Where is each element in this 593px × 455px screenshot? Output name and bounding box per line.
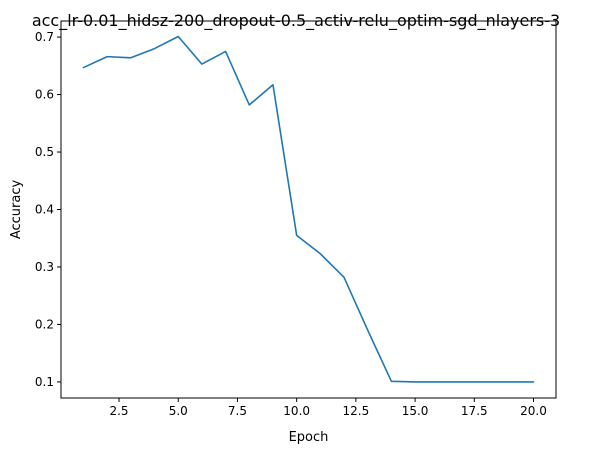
x-tick-label: 20.0	[520, 404, 547, 418]
plot-series	[82, 35, 535, 383]
plot-frame	[60, 20, 557, 399]
series-line-accuracy	[82, 35, 535, 383]
x-tick-label: 10.0	[283, 404, 310, 418]
y-tick-label: 0.6	[35, 88, 54, 102]
y-tick-label: 0.7	[35, 30, 54, 44]
y-axis: 0.1 0.2 0.3 0.4 0.5 0.6 0.7	[35, 30, 61, 389]
x-tick-label: 12.5	[343, 404, 370, 418]
y-axis-label: Accuracy	[9, 180, 24, 240]
x-tick-label: 5.0	[169, 404, 188, 418]
y-tick-label: 0.1	[35, 375, 54, 389]
x-tick-label: 2.5	[109, 404, 128, 418]
y-tick-label: 0.3	[35, 260, 54, 274]
x-axis: 2.5 5.0 7.5 10.0 12.5 15.0 17.5 20.0	[109, 398, 547, 418]
x-tick-label: 17.5	[461, 404, 488, 418]
y-tick-label: 0.5	[35, 145, 54, 159]
x-tick-label: 7.5	[228, 404, 247, 418]
y-tick-label: 0.4	[35, 203, 54, 217]
x-axis-label: Epoch	[289, 430, 329, 445]
y-tick-label: 0.2	[35, 317, 54, 331]
x-tick-label: 15.0	[402, 404, 429, 418]
